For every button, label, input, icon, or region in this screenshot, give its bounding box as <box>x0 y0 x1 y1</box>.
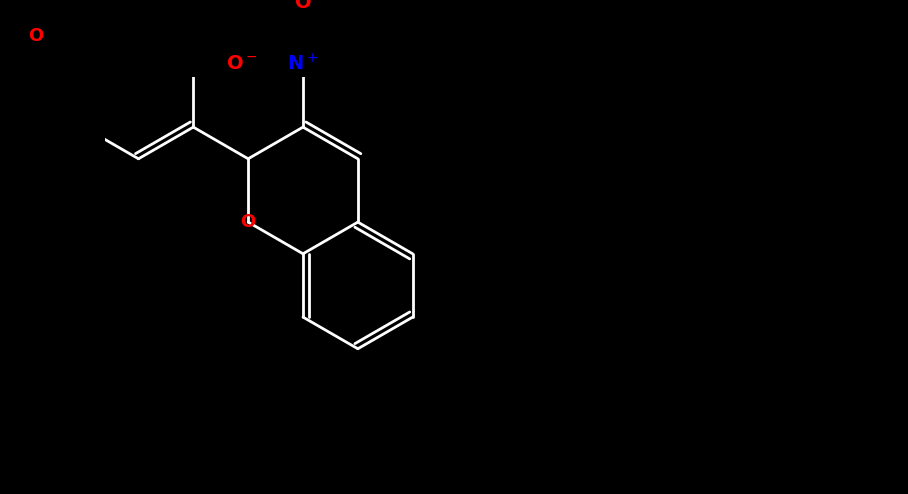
Text: O: O <box>28 27 44 45</box>
Text: O: O <box>241 213 256 231</box>
Text: N$^+$: N$^+$ <box>288 53 319 75</box>
Text: O: O <box>295 0 311 12</box>
Text: O$^-$: O$^-$ <box>226 54 258 73</box>
